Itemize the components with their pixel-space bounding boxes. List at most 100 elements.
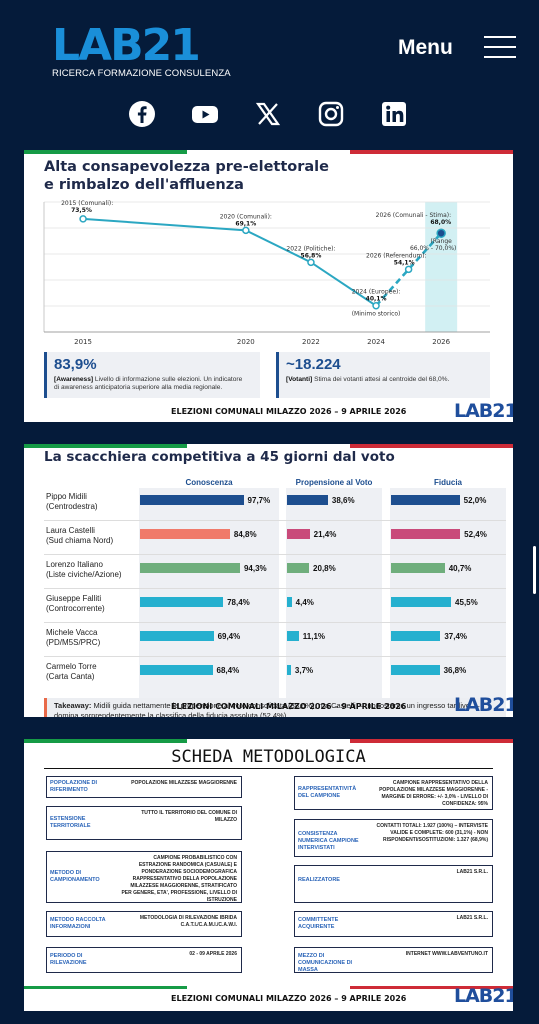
logo-tagline: RICERCA FORMAZIONE CONSULENZA — [52, 68, 231, 79]
logo-wordmark: LAB21 — [52, 20, 201, 71]
candidate-name: Michele Vacca (PD/M5S/PRC) — [46, 628, 100, 648]
range-value: 66,0% - 70,0%) — [410, 245, 456, 252]
row-divider — [44, 588, 506, 589]
col-bg-fiducia — [390, 488, 506, 698]
page-scrollbar[interactable] — [533, 546, 536, 594]
col-header-propensione: Propensione al Voto — [295, 478, 373, 487]
candidate-party: (Controcorrente) — [46, 604, 105, 613]
row-divider — [44, 622, 506, 623]
point-value: 73,5% — [71, 207, 92, 214]
col-bg-propensione — [286, 488, 382, 698]
x-tick-label: 2026 — [432, 338, 450, 346]
method-value: CAMPIONE RAPPRESENTATIVO DELLA POPOLAZIO… — [379, 780, 488, 807]
candidate-party: (Centrodestra) — [46, 502, 98, 511]
method-value: METODOLOGIA DI RILEVAZIONE IBRIDA C.A.T.… — [139, 915, 237, 928]
kpi-awareness: 83,9% [Awareness] Livello di informazion… — [44, 352, 260, 398]
point-value: 69,1% — [235, 220, 256, 227]
kpi-accent — [44, 352, 47, 398]
bar-propensione — [287, 665, 291, 675]
point-label: 2022 (Politiche): — [286, 245, 335, 252]
bar-propensione — [287, 495, 328, 505]
bar-conoscenza — [140, 631, 214, 641]
method-value: CAMPIONE PROBABILISTICO CON ESTRAZIONE R… — [121, 855, 237, 903]
candidate-fullname: Giuseppe Falliti — [46, 594, 102, 603]
menu-button[interactable]: Menu — [398, 34, 520, 62]
method-label: RAPPRESENTATIVITÀ DEL CAMPIONE — [298, 786, 357, 799]
point-note: (Minimo storico) — [352, 311, 401, 318]
facebook-icon[interactable] — [128, 100, 156, 128]
row-divider — [44, 554, 506, 555]
bar-value-propensione: 11,1% — [302, 632, 326, 641]
bar-value-fiducia: 37,4% — [444, 632, 468, 641]
col-header-fiducia: Fiducia — [433, 478, 462, 487]
bar-fiducia — [391, 597, 452, 607]
instagram-icon[interactable] — [317, 100, 345, 128]
bar-value-conoscenza: 68,4% — [216, 666, 240, 675]
x-tick-label: 2015 — [74, 338, 92, 346]
bar-conoscenza — [140, 563, 240, 573]
slide-title: La scacchiera competitiva a 45 giorni da… — [44, 449, 395, 465]
bar-value-propensione: 21,4% — [313, 530, 337, 539]
turnout-line-chart: 2015 (Comunali):73,5% 2020 (Comunali):69,… — [43, 200, 490, 346]
x-icon[interactable] — [254, 100, 282, 128]
method-label: COMMITTENTE ACQUIRENTE — [298, 917, 339, 930]
data-point — [242, 226, 250, 235]
row-divider — [44, 656, 506, 657]
slide-footer: ELEZIONI COMUNALI MILAZZO 2026 – 9 APRIL… — [171, 994, 407, 1003]
bar-value-propensione: 4,4% — [295, 598, 314, 607]
title-underline — [44, 768, 493, 769]
slide-footer: ELEZIONI COMUNALI MILAZZO 2026 – 9 APRIL… — [171, 407, 407, 416]
title-line-2: e rimbalzo dell'affluenza — [44, 177, 244, 193]
method-value: 02 - 09 APRILE 2026 — [189, 951, 237, 957]
youtube-icon[interactable] — [191, 100, 219, 128]
candidate-name: Carmelo Torre (Carta Canta) — [46, 662, 97, 682]
data-point — [307, 258, 315, 267]
bar-value-conoscenza: 97,7% — [247, 496, 271, 505]
method-box-left-3: METODO RACCOLTA INFORMAZIONI METODOLOGIA … — [46, 911, 242, 937]
col-header-conoscenza: Conoscenza — [185, 478, 233, 487]
linkedin-icon[interactable] — [380, 100, 408, 128]
site-header: LAB21 RICERCA FORMAZIONE CONSULENZA Menu — [0, 0, 539, 146]
candidate-name: Laura Castelli (Sud chiama Nord) — [46, 526, 113, 546]
kpi-desc-line2: di awareness anticipatoria superiore all… — [54, 384, 223, 391]
italian-flag-strip — [24, 739, 513, 743]
bar-fiducia — [391, 665, 440, 675]
kpi-accent — [276, 352, 279, 398]
bar-conoscenza — [140, 665, 213, 675]
method-box-left-2: METODO DI CAMPIONAMENTO CAMPIONE PROBABIL… — [46, 851, 242, 903]
candidate-fullname: Pippo Midili — [46, 492, 87, 501]
kpi-desc-line1: Stima dei votanti attesi al centroide de… — [312, 376, 450, 383]
method-value: CONTATTI TOTALI: 1.927 (100%) – INTERVIS… — [376, 823, 488, 843]
point-label: 2015 (Comunali): — [61, 200, 113, 207]
method-box-left-4: PERIODO DI RILEVAZIONE 02 - 09 APRILE 202… — [46, 947, 242, 973]
bar-propensione — [287, 631, 299, 641]
bar-value-conoscenza: 69,4% — [217, 632, 241, 641]
data-point — [372, 301, 380, 310]
kpi-description: [Votanti] Stima dei votanti attesi al ce… — [286, 376, 449, 384]
slide-title: Alta consapevolezza pre-elettorale e rim… — [44, 158, 329, 194]
lab21-mini-logo: LAB21 — [454, 400, 513, 422]
data-point — [436, 228, 446, 238]
lab21-logo[interactable]: LAB21 RICERCA FORMAZIONE CONSULENZA — [52, 20, 231, 80]
bar-propensione — [287, 563, 310, 573]
menu-label: Menu — [398, 36, 453, 59]
method-box-left-1: ESTENSIONE TERRITORIALE TUTTO IL TERRITOR… — [46, 806, 242, 840]
point-value: 54,1% — [394, 259, 415, 266]
bar-fiducia — [391, 495, 460, 505]
method-value: TUTTO IL TERRITORIO DEL COMUNE DI MILAZZ… — [141, 810, 237, 823]
point-label: 2024 (Europee): — [352, 289, 401, 296]
method-box-right-4: MEZZO DI COMUNICAZIONE DI MASSA INTERNET … — [294, 947, 493, 973]
bar-value-conoscenza: 94,3% — [243, 564, 267, 573]
italian-flag-strip — [24, 150, 513, 154]
bar-value-fiducia: 45,5% — [455, 598, 478, 607]
title-line-1: Alta consapevolezza pre-elettorale — [44, 159, 329, 175]
x-tick-label: 2022 — [302, 338, 320, 346]
candidate-name: Giuseppe Falliti (Controcorrente) — [46, 594, 105, 614]
point-label: 2026 (Comunali - Stima): — [376, 212, 452, 219]
candidate-name: Lorenzo Italiano (Liste civiche/Azione) — [46, 560, 122, 580]
bar-value-fiducia: 52,4% — [464, 530, 487, 539]
bar-fiducia — [391, 563, 445, 573]
x-tick-label: 2024 — [367, 338, 385, 346]
x-tick-label: 2020 — [237, 338, 255, 346]
bar-fiducia — [391, 529, 461, 539]
